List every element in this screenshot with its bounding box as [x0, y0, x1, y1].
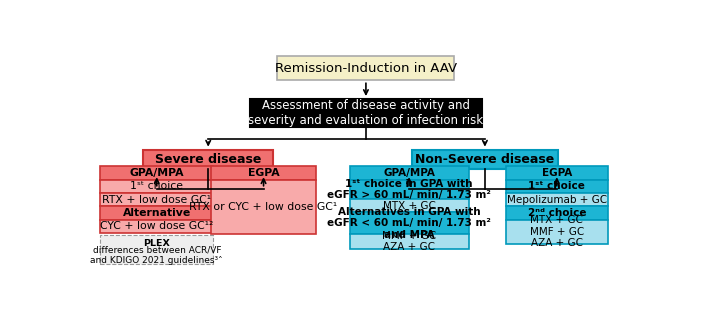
Text: PLEX: PLEX — [144, 238, 170, 248]
Text: MTX + GC
MMF + GC
AZA + GC: MTX + GC MMF + GC AZA + GC — [530, 215, 584, 248]
FancyBboxPatch shape — [211, 180, 316, 233]
Text: RTX or CYC + low dose GC¹: RTX or CYC + low dose GC¹ — [189, 201, 338, 212]
FancyBboxPatch shape — [100, 193, 213, 206]
FancyBboxPatch shape — [506, 193, 608, 206]
FancyBboxPatch shape — [100, 220, 213, 233]
Text: Alternatives in GPA with
eGFR < 60 mL/ min/ 1.73 m²
and MPA: Alternatives in GPA with eGFR < 60 mL/ m… — [327, 206, 491, 240]
Text: 1ˢᵗ choice: 1ˢᵗ choice — [130, 181, 183, 191]
FancyBboxPatch shape — [211, 166, 316, 180]
FancyBboxPatch shape — [350, 180, 468, 199]
Text: Non-Severe disease: Non-Severe disease — [416, 153, 555, 166]
Text: GPA/MPA: GPA/MPA — [129, 168, 184, 178]
Text: CYC + low dose GC¹²: CYC + low dose GC¹² — [100, 221, 213, 231]
Text: Mepolizumab + GC: Mepolizumab + GC — [507, 195, 607, 205]
FancyBboxPatch shape — [350, 234, 468, 249]
FancyBboxPatch shape — [100, 206, 213, 220]
Text: MTX + GC: MTX + GC — [383, 200, 436, 210]
Text: Severe disease: Severe disease — [155, 153, 261, 166]
FancyBboxPatch shape — [411, 150, 558, 169]
Text: RTX + low dose GC¹: RTX + low dose GC¹ — [102, 195, 211, 205]
FancyBboxPatch shape — [100, 166, 213, 180]
Text: 2ⁿᵈ choice: 2ⁿᵈ choice — [528, 208, 586, 218]
Text: GPA/MPA: GPA/MPA — [383, 168, 435, 178]
FancyBboxPatch shape — [100, 235, 213, 264]
FancyBboxPatch shape — [506, 180, 608, 193]
FancyBboxPatch shape — [144, 150, 273, 169]
FancyBboxPatch shape — [506, 206, 608, 220]
Text: MMF + GC
AZA + GC: MMF + GC AZA + GC — [382, 231, 436, 252]
FancyBboxPatch shape — [100, 180, 213, 193]
Text: Assessment of disease activity and
severity and evaluation of infection risk: Assessment of disease activity and sever… — [248, 99, 483, 127]
FancyBboxPatch shape — [506, 166, 608, 180]
FancyBboxPatch shape — [506, 220, 608, 244]
FancyBboxPatch shape — [350, 212, 468, 234]
Text: Alternative: Alternative — [123, 208, 191, 218]
FancyBboxPatch shape — [250, 99, 482, 127]
FancyBboxPatch shape — [350, 199, 468, 212]
Text: 1ˢᵗ choice: 1ˢᵗ choice — [528, 181, 585, 191]
FancyBboxPatch shape — [277, 56, 454, 80]
Text: 1ˢᵗ choice in GPA with
eGFR > 60 mL/ min/ 1.73 m²: 1ˢᵗ choice in GPA with eGFR > 60 mL/ min… — [327, 178, 491, 200]
FancyBboxPatch shape — [350, 166, 468, 180]
Text: Remission-Induction in AAV: Remission-Induction in AAV — [275, 62, 457, 75]
Text: EGPA: EGPA — [542, 168, 572, 178]
Text: EGPA: EGPA — [248, 168, 279, 178]
Text: differences between ACR/VF
and KDIGO 2021 guidelines³˄: differences between ACR/VF and KDIGO 202… — [91, 245, 223, 265]
